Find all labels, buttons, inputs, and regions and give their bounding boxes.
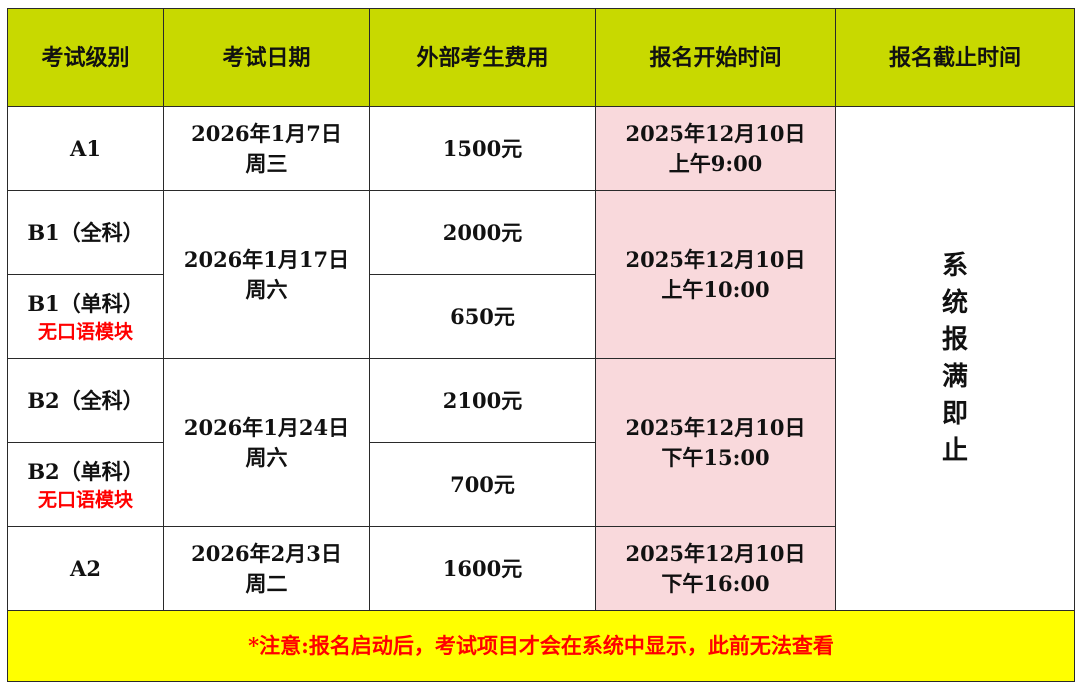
start-date: 2025年12月10日 xyxy=(625,540,806,566)
fee-cell: 1600元 xyxy=(369,526,596,611)
start-time: 上午9:00 xyxy=(668,150,763,176)
header-date: 考试日期 xyxy=(163,8,370,107)
fee-cell: 2000元 xyxy=(369,190,596,275)
date-cell: 2026年1月17日 周六 xyxy=(163,190,370,359)
fee-cell: 700元 xyxy=(369,442,596,527)
header-fee: 外部考生费用 xyxy=(369,8,596,107)
deadline-char: 满 xyxy=(941,361,968,392)
table-row: B1（单科） 无口语模块 650元 xyxy=(7,274,1075,359)
header-start: 报名开始时间 xyxy=(595,8,836,107)
level-cell: B2（全科） xyxy=(7,358,164,443)
level-cell: B1（单科） 无口语模块 xyxy=(7,274,164,359)
deadline-char: 报 xyxy=(941,324,968,355)
start-cell: 2025年12月10日 下午15:00 xyxy=(595,358,836,527)
date: 2026年1月24日 xyxy=(183,414,350,440)
footer-row: *注意:报名启动后，考试项目才会在系统中显示，此前无法查看 xyxy=(7,610,1075,682)
start-date: 2025年12月10日 xyxy=(625,414,806,440)
start-time: 下午16:00 xyxy=(661,570,770,596)
table-row: A2 2026年2月3日 周二 1600元 2025年12月10日 下午16:00 xyxy=(7,526,1075,611)
level-cell: A2 xyxy=(7,526,164,611)
start-time: 上午10:00 xyxy=(661,276,770,302)
date-cell: 2026年2月3日 周二 xyxy=(163,526,370,611)
header-row: 考试级别 考试日期 外部考生费用 报名开始时间 报名截止时间 xyxy=(7,8,1075,107)
deadline-char: 系 xyxy=(941,250,968,281)
header-level: 考试级别 xyxy=(7,8,164,107)
level: B1（单科） xyxy=(27,290,144,316)
level-cell: B1（全科） xyxy=(7,190,164,275)
start-date: 2025年12月10日 xyxy=(625,120,806,146)
level-note: 无口语模块 xyxy=(37,488,133,511)
footer-note: *注意:报名启动后，考试项目才会在系统中显示，此前无法查看 xyxy=(7,610,1075,682)
date: 2026年2月3日 xyxy=(191,540,342,566)
level-note: 无口语模块 xyxy=(37,320,133,343)
deadline-char: 统 xyxy=(941,287,968,318)
start-date: 2025年12月10日 xyxy=(625,246,806,272)
table-row: B1（全科） 2026年1月17日 周六 2000元 2025年12月10日 上午1… xyxy=(7,190,1075,359)
level-cell: B2（单科） 无口语模块 xyxy=(7,442,164,527)
date-cell: 2026年1月7日 周三 xyxy=(163,106,370,191)
start-cell: 2025年12月10日 下午16:00 xyxy=(595,526,836,611)
fee-cell: 1500元 xyxy=(369,106,596,191)
fee-cell: 650元 xyxy=(369,274,596,359)
weekday: 周三 xyxy=(245,150,288,176)
date: 2026年1月17日 xyxy=(183,246,350,272)
start-cell: 2025年12月10日 上午9:00 xyxy=(595,106,836,191)
fee-cell: 2100元 xyxy=(369,358,596,443)
deadline-cell: 系 统 报 满 即 止 xyxy=(835,106,1075,611)
date: 2026年1月7日 xyxy=(191,120,342,146)
start-cell: 2025年12月10日 上午10:00 xyxy=(595,190,836,359)
weekday: 周六 xyxy=(245,276,288,302)
table-row: A1 2026年1月7日 周三 1500元 2025年12月10日 上午9:00 系… xyxy=(7,106,1075,611)
level-cell: A1 xyxy=(7,106,164,191)
weekday: 周六 xyxy=(245,444,288,470)
exam-schedule-table: 考试级别 考试日期 外部考生费用 报名开始时间 报名截止时间 A1 2026年1… xyxy=(7,8,1075,682)
deadline-char: 止 xyxy=(941,435,968,466)
level: B2（单科） xyxy=(27,458,144,484)
deadline-char: 即 xyxy=(941,398,968,429)
start-time: 下午15:00 xyxy=(661,444,770,470)
table-row: B2（单科） 无口语模块 700元 xyxy=(7,442,1075,527)
header-deadline: 报名截止时间 xyxy=(835,8,1075,107)
weekday: 周二 xyxy=(245,570,288,596)
date-cell: 2026年1月24日 周六 xyxy=(163,358,370,527)
